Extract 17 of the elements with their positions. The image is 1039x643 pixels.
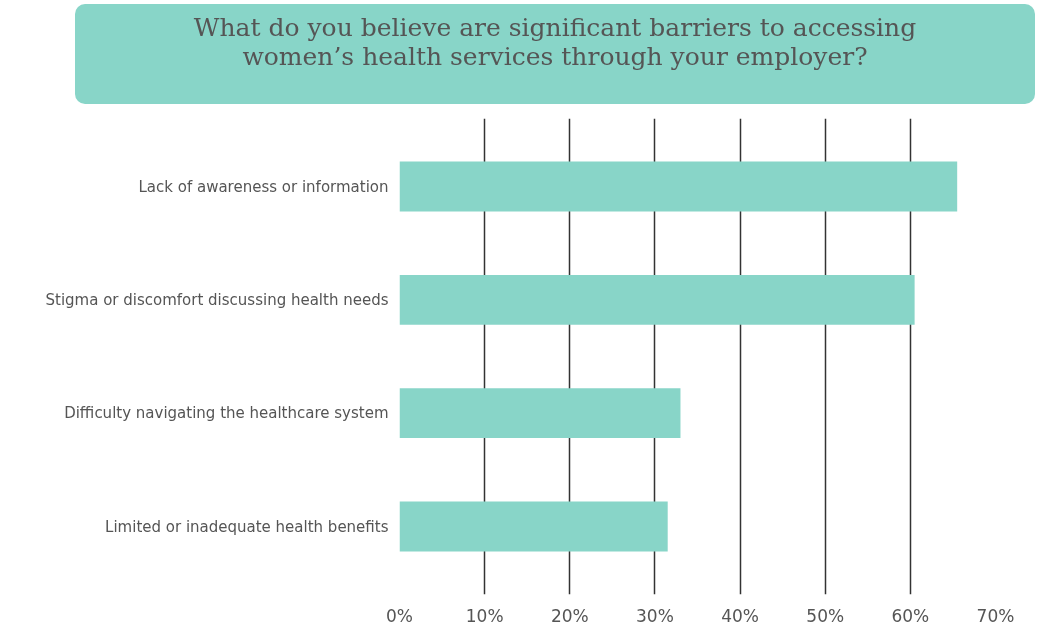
bar bbox=[399, 501, 668, 552]
bar bbox=[399, 274, 915, 325]
x-tick-label: 20% bbox=[550, 605, 589, 626]
x-tick-label: 40% bbox=[721, 605, 759, 626]
x-tick-label: 0% bbox=[386, 605, 413, 626]
chart-title: What do you believe are significant barriers to accessing women’s health services through your employer? bbox=[193, 13, 917, 72]
bar bbox=[399, 161, 958, 212]
y-tick-label: Limited or inadequate health benefits bbox=[105, 517, 389, 536]
x-tick-label: 60% bbox=[891, 605, 930, 626]
y-tick-label: Lack of awareness or information bbox=[138, 177, 389, 196]
x-tick-label: 30% bbox=[636, 605, 674, 626]
x-tick-label: 10% bbox=[465, 605, 504, 626]
x-tick-label: 50% bbox=[806, 605, 845, 626]
y-tick-label: Difficulty navigating the healthcare system bbox=[64, 404, 389, 423]
bar bbox=[399, 388, 681, 439]
x-tick-label: 70% bbox=[976, 605, 1015, 626]
y-tick-label: Stigma or discomfort discussing health needs bbox=[45, 290, 389, 309]
